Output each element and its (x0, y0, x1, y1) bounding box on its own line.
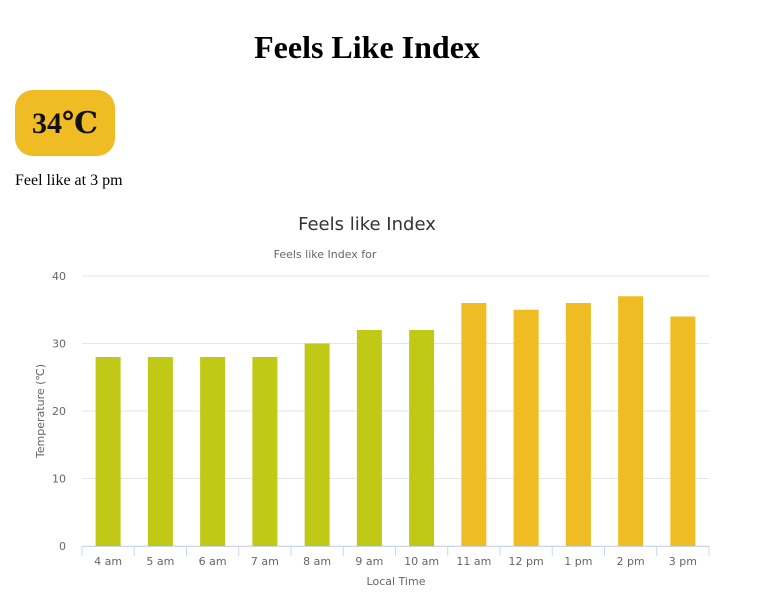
y-tick-label: 40 (52, 270, 66, 283)
bar-7-am[interactable] (252, 357, 278, 546)
x-tick-label: 4 am (94, 555, 122, 568)
bar-4-am[interactable] (95, 357, 121, 546)
x-tick-label: 11 am (456, 555, 491, 568)
chart-subtitle: Feels like Index for (274, 248, 377, 261)
x-tick-label: 6 am (199, 555, 227, 568)
grid-lines (82, 275, 709, 547)
bar-8-am[interactable] (304, 343, 330, 547)
x-tick-label: 10 am (404, 555, 439, 568)
chart-container: Feels like Index Feels like Index for 0 1… (0, 200, 760, 598)
bar-5-am[interactable] (147, 357, 173, 546)
x-tick-label: 12 pm (509, 555, 544, 568)
x-axis: 4 am 5 am 6 am 7 am 8 am 9 am 10 am 11 am 12 pm 1… (81, 546, 710, 568)
chart-title: Feels like Index (298, 214, 436, 235)
y-axis-ticks: 0 10 20 30 40 (52, 270, 66, 553)
y-tick-label: 30 (52, 338, 66, 351)
bar-11-am[interactable] (461, 303, 487, 546)
bar-1-pm[interactable] (565, 303, 591, 546)
x-tick-label: 3 pm (669, 555, 697, 568)
x-tick-label: 2 pm (617, 555, 645, 568)
feels-like-chart: Feels like Index Feels like Index for 0 1… (34, 214, 710, 588)
x-tick-label: 8 am (303, 555, 331, 568)
current-temp-badge: 34℃ (15, 90, 115, 156)
bar-10-am[interactable] (409, 330, 435, 546)
bar-6-am[interactable] (200, 357, 226, 546)
x-tick-label: 7 am (251, 555, 279, 568)
y-tick-label: 0 (59, 540, 66, 553)
bar-2-pm[interactable] (618, 296, 644, 546)
x-tick-label: 5 am (146, 555, 174, 568)
page-title: Feels Like Index (254, 29, 480, 65)
bars (95, 296, 696, 547)
current-temp-value: 34℃ (32, 106, 98, 140)
x-tick-label: 9 am (355, 555, 383, 568)
x-tick-label: 1 pm (564, 555, 592, 568)
bar-9-am[interactable] (356, 330, 382, 546)
y-axis-title: Temperature (℃) (34, 364, 47, 459)
bar-3-pm[interactable] (670, 316, 696, 547)
x-axis-title: Local Time (367, 575, 426, 588)
bar-12-pm[interactable] (513, 309, 539, 546)
y-tick-label: 10 (52, 473, 66, 486)
feel-like-caption: Feel like at 3 pm (15, 172, 123, 189)
y-tick-label: 20 (52, 405, 66, 418)
